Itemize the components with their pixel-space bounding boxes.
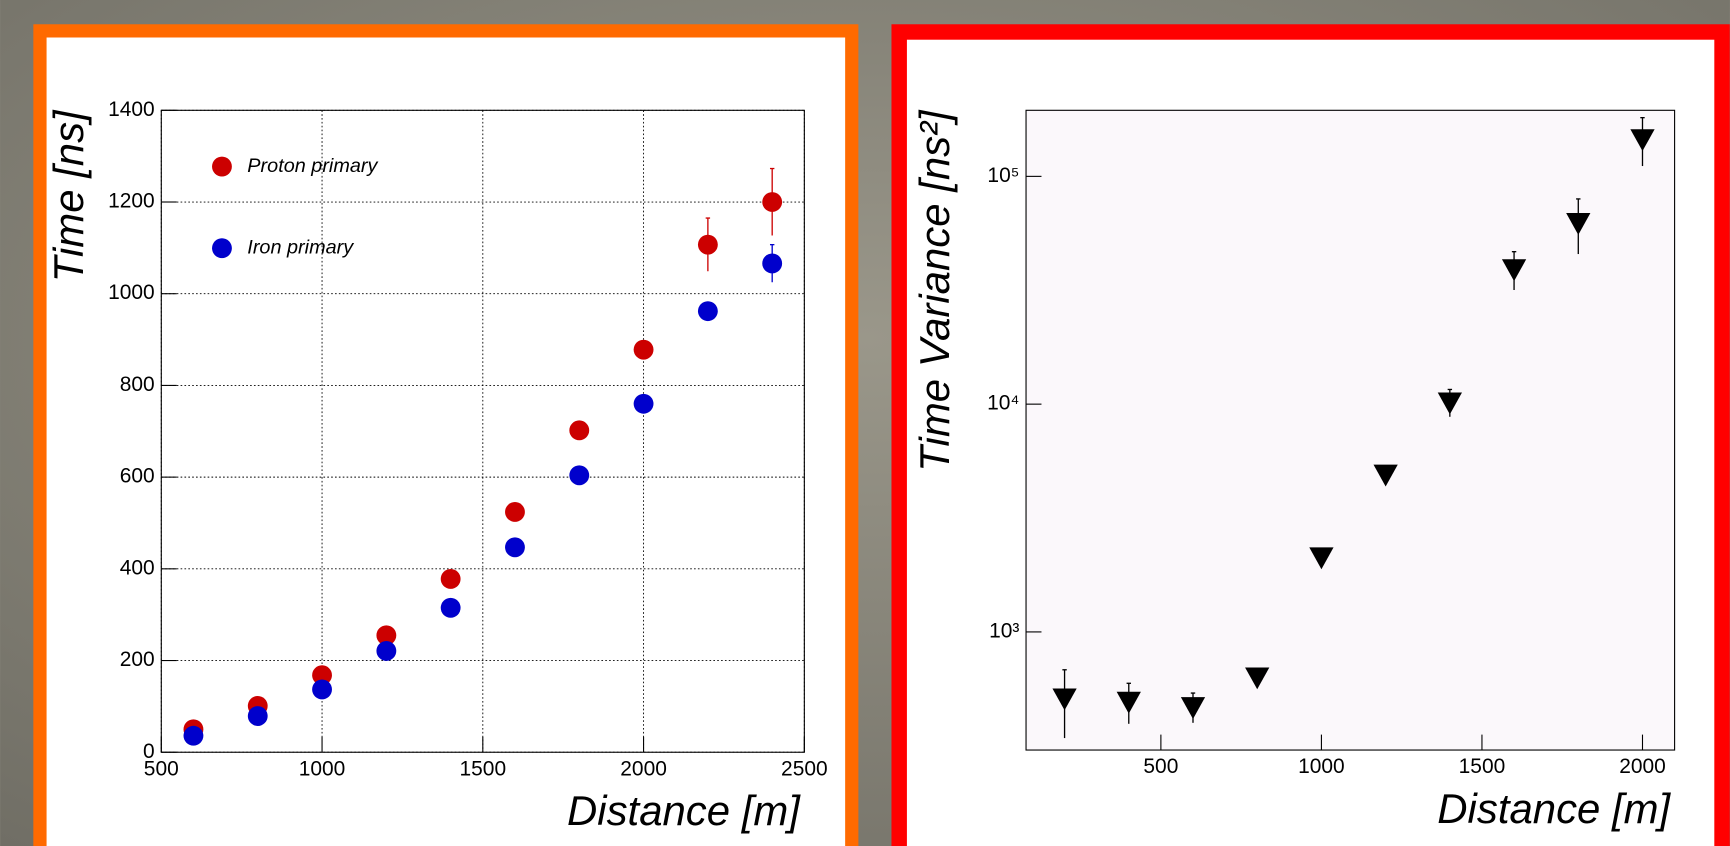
marker <box>1437 392 1462 415</box>
x-tick-label: 1500 <box>1459 755 1506 778</box>
y-tick-label: 10³ <box>989 619 1019 642</box>
marker <box>1245 667 1270 690</box>
marker <box>762 253 783 274</box>
marker <box>1373 464 1398 487</box>
x-tick-label: 1500 <box>460 757 507 780</box>
marker <box>697 234 718 255</box>
marker <box>376 625 397 646</box>
x-tick-label: 1000 <box>299 757 346 780</box>
y-tick-label: 1000 <box>108 281 155 304</box>
marker <box>1180 697 1206 719</box>
marker <box>697 301 718 322</box>
y-tick-label: 400 <box>120 556 155 579</box>
x-tick-label: 2000 <box>620 757 667 780</box>
legend-marker <box>212 238 232 259</box>
marker <box>440 597 461 618</box>
marker <box>247 706 268 726</box>
legend-marker <box>212 156 232 177</box>
marker <box>1630 129 1655 152</box>
marker <box>569 465 590 486</box>
marker <box>762 192 783 212</box>
x-tick-label: 500 <box>1143 755 1178 778</box>
y-axis-title: Time [ns] <box>45 109 92 282</box>
plot-frame <box>160 109 805 753</box>
y-tick-label: 10⁵ <box>987 164 1019 187</box>
marker <box>312 665 332 686</box>
marker <box>633 339 654 360</box>
marker <box>505 502 525 522</box>
y-tick-label: 800 <box>120 373 155 396</box>
legend-label: Proton primary <box>247 155 378 177</box>
x-tick-label: 500 <box>144 757 179 780</box>
y-tick-label: 0 <box>143 740 155 763</box>
plot-frame <box>1025 109 1676 751</box>
y-tick-label: 10⁴ <box>987 392 1019 415</box>
x-tick-label: 2500 <box>781 757 828 780</box>
marker <box>312 679 332 700</box>
marker <box>183 725 204 746</box>
marker <box>569 420 590 441</box>
marker <box>440 568 461 589</box>
x-tick-label: 1000 <box>1298 755 1345 778</box>
marker <box>1116 691 1141 714</box>
marker <box>1501 259 1527 282</box>
marker <box>505 537 525 558</box>
legend-label: Iron primary <box>247 236 354 258</box>
y-tick-label: 200 <box>120 648 155 671</box>
marker <box>1566 212 1591 235</box>
marker <box>376 640 397 661</box>
x-axis-title: Distance [m] <box>1437 785 1671 832</box>
marker <box>1309 547 1334 570</box>
y-tick-label: 1200 <box>108 190 155 213</box>
x-tick-label: 2000 <box>1619 755 1666 778</box>
marker <box>1052 688 1077 711</box>
x-axis-title: Distance [m] <box>567 787 801 834</box>
plot-area <box>1026 110 1675 751</box>
marker <box>633 393 654 414</box>
y-tick-label: 1400 <box>108 98 155 121</box>
y-axis-title: Time Variance [ns²] <box>911 109 958 472</box>
left-panel <box>33 24 859 846</box>
y-tick-label: 600 <box>120 465 155 488</box>
